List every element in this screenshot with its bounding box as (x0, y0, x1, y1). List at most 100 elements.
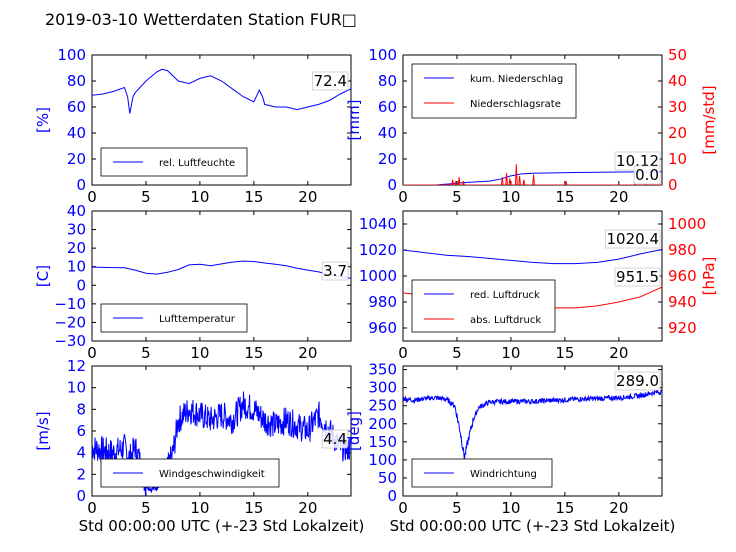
x-tick-label: 10 (190, 499, 209, 517)
y-tick-label: 200 (368, 415, 397, 433)
legend: Windrichtung (411, 458, 553, 488)
x-tick-label: 15 (244, 188, 263, 206)
x-tick-label: 15 (555, 188, 574, 206)
series-line (403, 249, 662, 265)
legend-label: red. Luftdruck (470, 290, 540, 301)
y-tick-label: 150 (368, 433, 397, 451)
y-tick-right-label: 980 (668, 241, 697, 259)
y-tick-label: 6 (76, 422, 86, 440)
value-annotation: 1020.4 (607, 230, 660, 248)
series-line (403, 164, 662, 185)
y-tick-label: 40 (378, 124, 397, 142)
series-line (92, 260, 351, 279)
x-tick-label: 10 (501, 344, 520, 362)
y-tick-right-label: 1000 (668, 215, 706, 233)
x-tick-label: 0 (398, 499, 408, 517)
annotation-box (605, 229, 661, 249)
x-tick-label: 0 (87, 188, 97, 206)
legend-label: abs. Luftdruck (470, 315, 541, 326)
value-annotation: 72.4 (314, 72, 347, 90)
legend: Lufttemperatur (100, 303, 248, 333)
y-tick-label: −20 (54, 313, 86, 331)
chart-humidity: 0 5 10 15 20 0 20 40 60 80 100 [%] rel. Luftfeuchte 7… (34, 46, 352, 206)
y-tick-label: 0 (387, 487, 397, 505)
legend: rel. Luftfeuchte (100, 147, 248, 177)
legend-label: kum. Niederschlag (470, 74, 563, 85)
y-tick-label: 60 (67, 98, 86, 116)
legend-label: Niederschlagsrate (470, 99, 561, 110)
y-tick-label: 80 (378, 72, 397, 90)
annotation-box (614, 371, 661, 391)
x-tick-label: 15 (244, 344, 263, 362)
legend-label: Lufttemperatur (159, 314, 236, 325)
x-tick-label: 10 (501, 188, 520, 206)
y-tick-label: 4 (76, 444, 86, 462)
y-tick-label: 0 (76, 276, 86, 294)
y-tick-right-label: 960 (668, 267, 697, 285)
y-tick-label: 0 (387, 176, 397, 194)
y-axis-label: [deg] (345, 411, 363, 451)
value-annotation: 951.5 (616, 268, 659, 286)
x-tick-label: 5 (141, 188, 151, 206)
y-tick-label: 20 (67, 239, 86, 257)
y-tick-label: 1000 (359, 267, 397, 285)
chart-pressure: 0 5 10 15 20 960 980 1000 1020 1040 920 940 960 980 10… (359, 210, 718, 362)
y-tick-label: 300 (368, 379, 397, 397)
series-group (403, 164, 662, 185)
y-tick-label: 20 (378, 150, 397, 168)
value-annotation: 289.0 (616, 372, 659, 390)
annotation-box (321, 261, 349, 281)
x-axis-label: Std 00:00:00 UTC (+-23 Std Lokalzeit) (390, 517, 676, 535)
legend: kum. Niederschlag Niederschlagsrate (411, 63, 577, 119)
x-tick-label: 20 (609, 188, 628, 206)
value-annotation: 4.4 (323, 430, 347, 448)
x-tick-label: 5 (141, 499, 151, 517)
x-tick-label: 5 (141, 344, 151, 362)
annotation-box (321, 429, 349, 449)
legend-label: rel. Luftfeuchte (159, 158, 235, 169)
legend-frame (411, 279, 556, 333)
annotation-box (312, 71, 349, 91)
y-tick-label: 40 (67, 124, 86, 142)
value-annotation: 3.7 (323, 262, 347, 280)
x-tick-label: 0 (87, 499, 97, 517)
x-tick-label: 15 (555, 344, 574, 362)
y-tick-right-label: 940 (668, 293, 697, 311)
x-tick-label: 10 (190, 188, 209, 206)
y-tick-label: −10 (54, 295, 86, 313)
y-tick-label: 50 (378, 469, 397, 487)
legend: red. Luftdruck abs. Luftdruck (411, 279, 556, 333)
y-tick-label: 0 (76, 487, 86, 505)
x-tick-label: 20 (298, 499, 317, 517)
y-tick-label: 1020 (359, 241, 397, 259)
x-tick-label: 20 (609, 499, 628, 517)
y-tick-label: 100 (368, 451, 397, 469)
y-tick-label: 980 (368, 293, 397, 311)
y-tick-label: 10 (67, 258, 86, 276)
series-line (92, 391, 351, 496)
series-group (92, 68, 351, 114)
y-tick-right-label: 40 (668, 72, 687, 90)
series-line (403, 389, 662, 460)
annotation-box (614, 267, 661, 287)
y-tick-label: 100 (57, 46, 86, 64)
annotation-box (633, 165, 661, 185)
chart-temperature: 0 5 10 15 20−30−20−10010203040[C]Lufttempera… (34, 202, 352, 362)
x-tick-label: 5 (452, 188, 462, 206)
y-tick-label: 0 (76, 176, 86, 194)
legend-frame (411, 63, 577, 119)
x-tick-label: 5 (452, 499, 462, 517)
legend-label: Windrichtung (470, 469, 537, 480)
y-tick-right-label: 50 (668, 46, 687, 64)
series-group (403, 389, 662, 460)
y-tick-label: 1040 (359, 215, 397, 233)
x-tick-label: 10 (190, 344, 209, 362)
x-tick-label: 15 (244, 499, 263, 517)
y-tick-label: 40 (67, 202, 86, 220)
x-tick-label: 20 (298, 188, 317, 206)
y-tick-right-label: 0 (668, 176, 678, 194)
chart-precipitation: 0 5 10 15 20 0 20 40 60 80 100 0 10 20 30 40 50 [mm] [mm/s… (345, 46, 718, 206)
legend-label: Windgeschwindigkeit (159, 469, 265, 480)
